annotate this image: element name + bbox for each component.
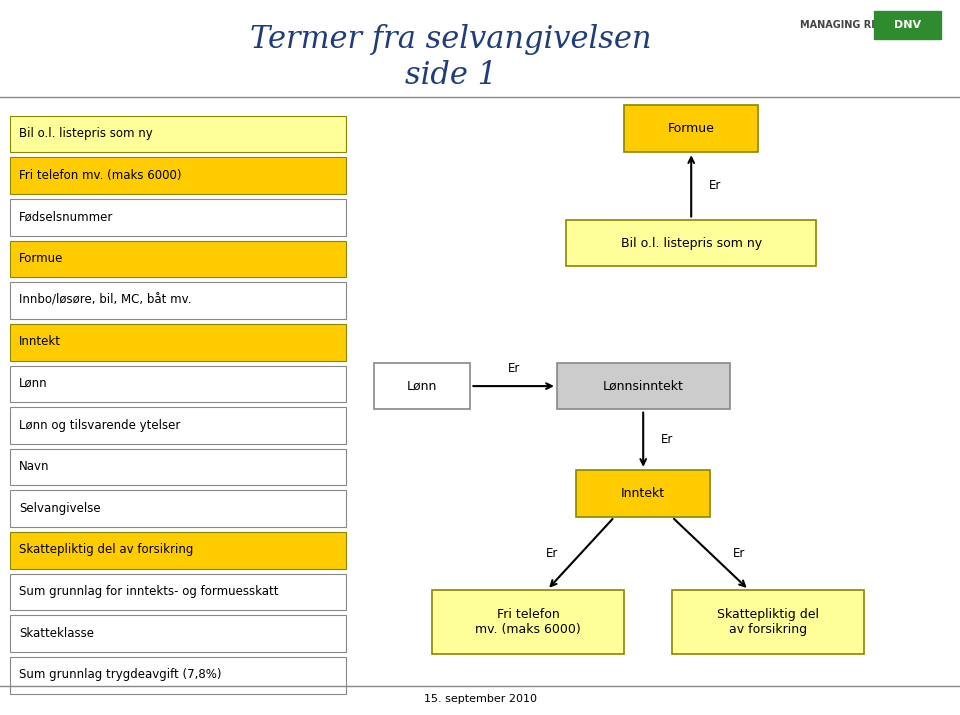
FancyBboxPatch shape xyxy=(10,116,346,152)
FancyBboxPatch shape xyxy=(374,363,470,409)
Text: side 1: side 1 xyxy=(405,59,497,91)
Text: Termer fra selvangivelsen: Termer fra selvangivelsen xyxy=(251,24,652,55)
Text: Er: Er xyxy=(661,433,673,446)
FancyBboxPatch shape xyxy=(624,106,758,152)
Text: Bil o.l. listepris som ny: Bil o.l. listepris som ny xyxy=(620,237,762,250)
FancyBboxPatch shape xyxy=(10,490,346,527)
Text: Lønn og tilsvarende ytelser: Lønn og tilsvarende ytelser xyxy=(19,418,180,432)
Text: Formue: Formue xyxy=(668,122,714,135)
Text: Selvangivelse: Selvangivelse xyxy=(19,502,101,515)
Text: Fri telefon mv. (maks 6000): Fri telefon mv. (maks 6000) xyxy=(19,169,181,182)
FancyBboxPatch shape xyxy=(10,407,346,444)
FancyBboxPatch shape xyxy=(672,590,864,654)
FancyBboxPatch shape xyxy=(557,363,730,409)
Text: MANAGING RISK: MANAGING RISK xyxy=(800,20,890,30)
Text: Bil o.l. listepris som ny: Bil o.l. listepris som ny xyxy=(19,127,153,140)
Text: Er: Er xyxy=(733,547,745,560)
Text: DNV: DNV xyxy=(894,20,921,30)
FancyBboxPatch shape xyxy=(874,11,941,39)
FancyBboxPatch shape xyxy=(10,657,346,694)
FancyBboxPatch shape xyxy=(10,282,346,319)
FancyBboxPatch shape xyxy=(10,199,346,236)
FancyBboxPatch shape xyxy=(10,241,346,277)
FancyBboxPatch shape xyxy=(432,590,624,654)
FancyBboxPatch shape xyxy=(576,470,710,517)
Text: Innbo/løsøre, bil, MC, båt mv.: Innbo/løsøre, bil, MC, båt mv. xyxy=(19,294,192,307)
FancyBboxPatch shape xyxy=(10,532,346,568)
Text: 15. september 2010: 15. september 2010 xyxy=(423,694,537,704)
Text: Fødselsnummer: Fødselsnummer xyxy=(19,210,113,224)
Text: Er: Er xyxy=(508,362,519,375)
Text: Lønn: Lønn xyxy=(19,377,48,390)
Text: Formue: Formue xyxy=(19,252,63,265)
FancyBboxPatch shape xyxy=(10,573,346,611)
Text: Er: Er xyxy=(546,547,558,560)
FancyBboxPatch shape xyxy=(10,324,346,360)
FancyBboxPatch shape xyxy=(10,449,346,485)
Text: Lønnsinntekt: Lønnsinntekt xyxy=(603,380,684,393)
FancyBboxPatch shape xyxy=(10,616,346,652)
Text: Fri telefon
mv. (maks 6000): Fri telefon mv. (maks 6000) xyxy=(475,608,581,636)
Text: Sum grunnlag for inntekts- og formuesskatt: Sum grunnlag for inntekts- og formuesska… xyxy=(19,585,278,598)
Text: Inntekt: Inntekt xyxy=(19,335,61,348)
Text: Sum grunnlag trygdeavgift (7,8%): Sum grunnlag trygdeavgift (7,8%) xyxy=(19,669,222,681)
FancyBboxPatch shape xyxy=(566,220,816,267)
FancyBboxPatch shape xyxy=(10,365,346,402)
Text: Inntekt: Inntekt xyxy=(621,487,665,500)
Text: Er: Er xyxy=(709,179,721,192)
FancyBboxPatch shape xyxy=(10,157,346,194)
Text: Skatteklasse: Skatteklasse xyxy=(19,626,94,640)
Text: Lønn: Lønn xyxy=(407,380,438,393)
Text: Navn: Navn xyxy=(19,460,50,473)
Text: Skattepliktig del av forsikring: Skattepliktig del av forsikring xyxy=(19,543,194,556)
Text: Skattepliktig del
av forsikring: Skattepliktig del av forsikring xyxy=(717,608,819,636)
